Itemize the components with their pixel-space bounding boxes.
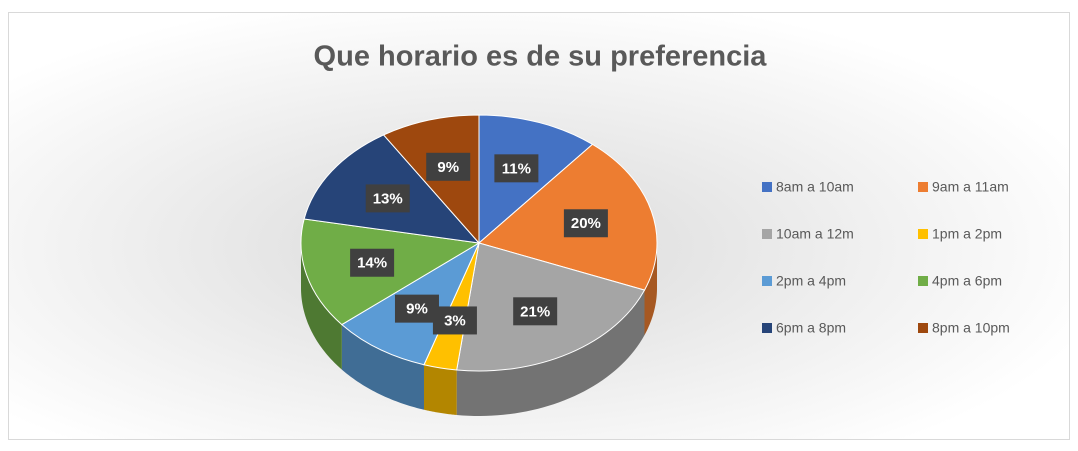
- data-label: 20%: [571, 215, 601, 232]
- legend-swatch: [918, 229, 928, 239]
- data-label-box: [350, 248, 395, 277]
- data-label-box: [426, 152, 471, 181]
- legend-label: 9am a 11am: [932, 179, 1009, 195]
- data-label-box: [365, 184, 410, 213]
- data-label-group: 14%: [350, 248, 395, 277]
- data-label-group: 13%: [365, 184, 410, 213]
- legend-swatch: [918, 276, 928, 286]
- legend-swatch: [762, 323, 772, 333]
- legend-label: 1pm a 2pm: [932, 226, 1002, 242]
- data-label: 9%: [437, 159, 459, 176]
- legend-swatch: [762, 182, 772, 192]
- data-label-group: 9%: [426, 152, 471, 181]
- legend-swatch: [918, 182, 928, 192]
- legend-label: 2pm a 4pm: [776, 273, 846, 289]
- data-label-group: 21%: [513, 297, 558, 326]
- slice-side: [301, 243, 342, 370]
- data-label: 13%: [373, 190, 403, 207]
- data-label-box: [513, 297, 558, 326]
- legend-label: 6pm a 8pm: [776, 320, 846, 336]
- legend-swatch: [918, 323, 928, 333]
- slice-side: [644, 243, 657, 336]
- data-label-group: 3%: [432, 306, 477, 335]
- slice-side: [456, 290, 645, 416]
- data-label: 3%: [444, 312, 466, 329]
- data-label-box: [494, 154, 539, 183]
- data-label: 11%: [502, 160, 531, 177]
- data-label: 14%: [357, 255, 387, 272]
- legend-swatch: [762, 229, 772, 239]
- data-label-group: 11%: [494, 154, 539, 183]
- legend-label: 8am a 10am: [776, 179, 854, 195]
- data-label: 21%: [520, 303, 550, 320]
- legend-label: 8pm a 10pm: [932, 320, 1010, 336]
- chart-title: Que horario es de su preferencia: [314, 41, 768, 73]
- legend-label: 10am a 12m: [776, 226, 854, 242]
- legend-label: 4pm a 6pm: [932, 273, 1002, 289]
- data-label-group: 9%: [394, 294, 439, 323]
- data-label: 9%: [406, 301, 428, 318]
- slice-side: [423, 364, 457, 415]
- data-label-box: [432, 306, 477, 335]
- legend-swatch: [762, 276, 772, 286]
- data-label-group: 20%: [563, 209, 608, 238]
- data-label-box: [394, 294, 439, 323]
- data-label-box: [563, 209, 608, 238]
- slice-side: [341, 324, 424, 410]
